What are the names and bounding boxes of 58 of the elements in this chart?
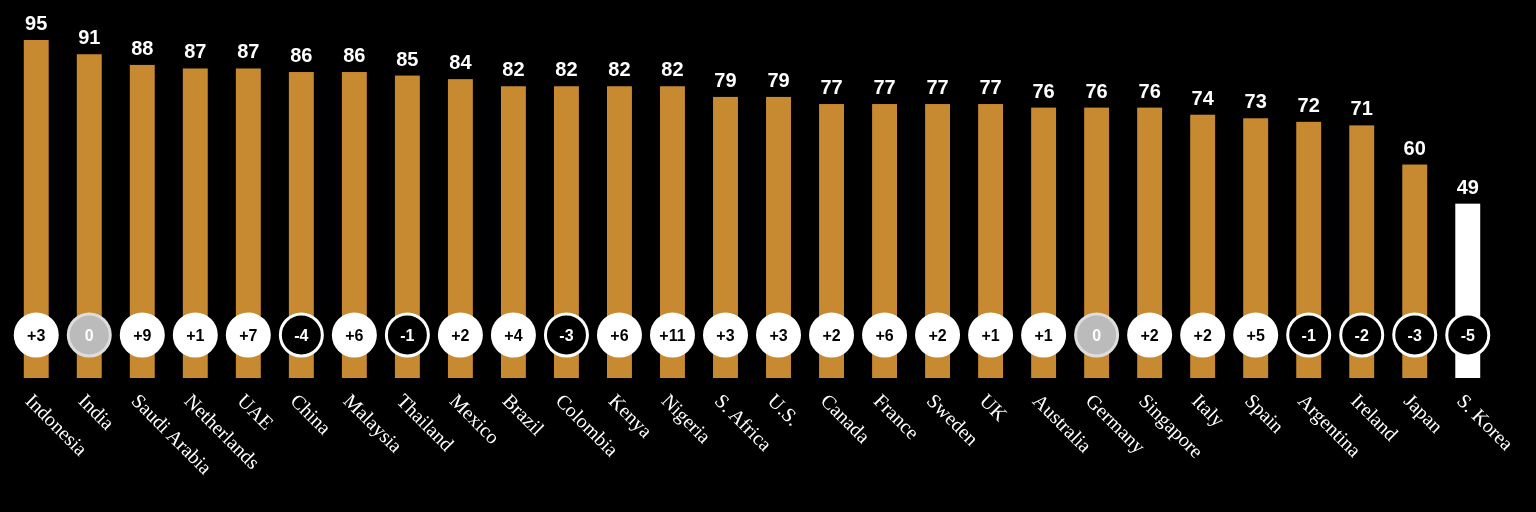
data-label: 87	[237, 40, 260, 63]
annotation: +2	[1193, 327, 1212, 344]
data-label: 77	[979, 76, 1002, 99]
data-label: 79	[767, 68, 790, 91]
data-label: 77	[873, 76, 896, 99]
annotation: -3	[1407, 327, 1422, 344]
annotation: 0	[84, 327, 94, 344]
annotation: -4	[294, 327, 309, 344]
annotation: -5	[1460, 327, 1475, 344]
annotation: +2	[928, 327, 947, 344]
data-label: 82	[661, 58, 684, 81]
data-label: 76	[1032, 79, 1055, 102]
annotation: +6	[875, 327, 894, 344]
annotation: +3	[27, 327, 46, 344]
annotation: +4	[504, 327, 523, 344]
data-label: 85	[396, 47, 419, 70]
data-label: 79	[714, 68, 737, 91]
annotation: -1	[400, 327, 415, 344]
data-label: 91	[78, 26, 101, 49]
annotation: +9	[133, 327, 152, 344]
annotation: +3	[716, 327, 735, 344]
data-label: 71	[1350, 97, 1373, 120]
data-label: 86	[290, 44, 313, 67]
annotation: +2	[451, 327, 470, 344]
annotation: +2	[1140, 327, 1159, 344]
annotation: +1	[981, 327, 1000, 344]
data-label: 60	[1403, 136, 1426, 159]
data-label: 82	[502, 58, 525, 81]
annotation: +11	[659, 327, 686, 344]
annotation: +1	[1034, 327, 1053, 344]
x-tick-label: UK	[975, 389, 1013, 426]
data-label: 82	[555, 58, 578, 81]
annotation: +7	[239, 327, 258, 344]
data-label: 76	[1138, 79, 1161, 102]
annotation: +3	[769, 327, 788, 344]
data-label: 49	[1456, 175, 1479, 198]
x-tick-label: U.S.	[763, 389, 805, 430]
data-label: 88	[131, 36, 154, 59]
annotation: +6	[610, 327, 629, 344]
annotation: 0	[1092, 327, 1102, 344]
annotation: +2	[822, 327, 841, 344]
data-label: 77	[926, 76, 949, 99]
data-label: 84	[449, 51, 473, 74]
data-label: 95	[25, 12, 48, 34]
data-label: 77	[820, 76, 843, 99]
annotation: -2	[1354, 327, 1369, 344]
annotation: +1	[186, 327, 205, 344]
data-label: 73	[1244, 90, 1267, 113]
annotation: +5	[1246, 327, 1265, 344]
data-label: 74	[1191, 86, 1215, 109]
data-label: 86	[343, 44, 366, 67]
data-label: 82	[608, 58, 631, 81]
data-label: 87	[184, 40, 207, 63]
annotation: +6	[345, 327, 364, 344]
annotation: -1	[1301, 327, 1316, 344]
data-label: 76	[1085, 79, 1108, 102]
annotation: -3	[559, 327, 574, 344]
data-label: 72	[1297, 93, 1320, 116]
